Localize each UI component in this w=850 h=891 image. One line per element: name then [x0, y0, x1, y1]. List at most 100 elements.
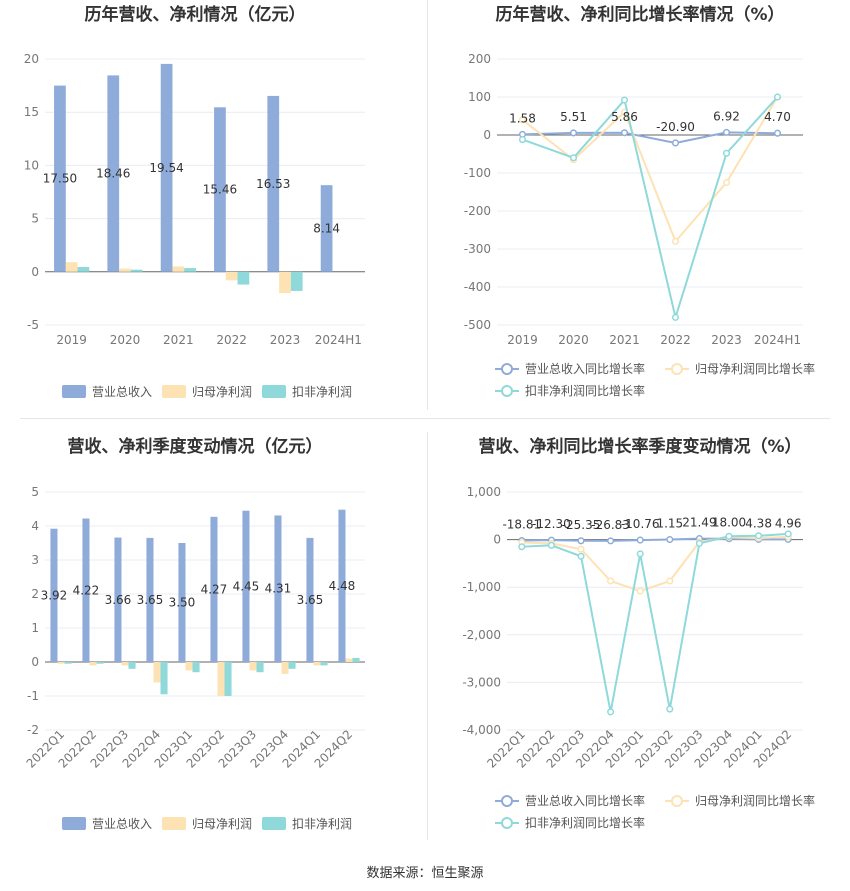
data-label: 15.46	[203, 183, 237, 197]
chart-svg: 历年营收、净利情况（亿元） 20 15 10 5 0 -5 2019 2020 2021 2022 2…	[24, 4, 365, 399]
x-tick-label: 2024H1	[754, 333, 801, 347]
legend-marker	[501, 385, 513, 397]
vertical-divider-lower	[427, 432, 428, 840]
y-tick-label: 4	[31, 519, 39, 533]
data-point	[518, 136, 527, 144]
annual-revenue-profit-chart: 历年营收、净利情况（亿元） 20 15 10 5 0 -5 2019 2020 2021 2022 2…	[0, 0, 425, 430]
legend-swatch	[162, 385, 186, 398]
legend-marker	[671, 363, 683, 375]
data-point	[722, 149, 731, 157]
bar-revenue	[82, 518, 90, 662]
y-tick-label: 15	[24, 105, 39, 119]
bar-deducted-profit	[64, 662, 72, 664]
bar-net-profit	[279, 271, 291, 294]
y-tick-label: 20	[24, 52, 39, 66]
data-point	[547, 541, 555, 549]
bar-revenue	[107, 75, 120, 272]
legend-label: 营业总收入	[92, 385, 152, 399]
bar-net-profit	[153, 662, 161, 683]
legend-marker	[501, 363, 513, 375]
legend-swatch	[162, 817, 186, 830]
y-tick-label: 2	[31, 587, 39, 601]
y-tick-label: 200	[468, 52, 491, 66]
chart-title: 营收、净利季度变动情况（亿元）	[68, 436, 323, 457]
horizontal-divider	[20, 418, 830, 419]
data-point	[577, 537, 585, 545]
y-tick-label: -2	[27, 723, 39, 737]
chart-title: 历年营收、净利情况（亿元）	[85, 4, 306, 25]
bar-net-profit	[65, 262, 78, 272]
data-label: -25.35	[562, 518, 601, 532]
data-point	[569, 154, 578, 162]
bar-net-profit	[249, 662, 257, 671]
bar-net-profit	[345, 658, 353, 662]
data-point	[569, 129, 578, 137]
legend-label: 归母净利润	[192, 385, 252, 399]
data-point	[755, 532, 763, 540]
bar-revenue	[178, 543, 186, 662]
bar-revenue	[160, 63, 173, 272]
data-point	[636, 550, 644, 558]
data-point	[725, 532, 733, 540]
bar-revenue	[242, 510, 250, 662]
y-tick-label: -4,000	[462, 723, 501, 737]
y-tick-label: -300	[464, 242, 491, 256]
data-point	[722, 178, 731, 187]
y-tick-label: 100	[468, 90, 491, 104]
series-line-deducted-profit-growth	[522, 96, 779, 322]
y-tick-label: -2,000	[462, 628, 501, 642]
y-tick-label: 5	[31, 212, 39, 226]
bar-net-profit	[121, 662, 129, 666]
bar-deducted-profit	[290, 271, 303, 291]
x-tick-label: 2023	[270, 333, 301, 347]
y-tick-label: 1	[31, 621, 39, 635]
data-point	[620, 129, 629, 137]
bar-revenue	[320, 185, 333, 272]
data-label: -26.83	[591, 518, 630, 532]
data-point	[671, 139, 680, 147]
bar-deducted-profit	[160, 662, 168, 695]
series-line-deducted-profit-growth	[521, 532, 789, 713]
bar-net-profit	[225, 271, 238, 281]
x-tick-label: 2021	[609, 333, 640, 347]
data-label: 1.15	[656, 517, 683, 531]
data-point	[773, 129, 782, 137]
data-label: 21.49	[682, 516, 716, 530]
data-label: 4.27	[201, 582, 228, 596]
data-label: -20.90	[656, 120, 695, 134]
data-label: 3.50	[169, 596, 196, 610]
y-tick-label: -3,000	[462, 675, 501, 689]
quarterly-growth-rate-chart: 营收、净利同比增长率季度变动情况（%） 1,000 0 -1,000 -2,000 -3,…	[425, 430, 850, 860]
data-label: -10.76	[621, 517, 660, 531]
bar-deducted-profit	[320, 662, 328, 666]
y-tick-label: -500	[464, 318, 491, 332]
data-point	[518, 116, 527, 124]
bar-revenue	[54, 85, 66, 272]
data-label: 17.50	[43, 172, 77, 186]
data-label: 3.66	[105, 593, 132, 607]
bar-deducted-profit	[237, 271, 250, 285]
data-label: 3.65	[137, 593, 164, 607]
x-tick-label: 2024H1	[315, 333, 362, 347]
data-label: 4.38	[745, 516, 772, 530]
x-tick-label: 2021	[163, 333, 194, 347]
data-label: 19.54	[149, 161, 183, 175]
bar-net-profit	[217, 662, 225, 696]
bar-revenue	[50, 528, 58, 662]
legend-marker	[501, 817, 513, 829]
series-line-revenue-growth	[522, 131, 778, 144]
y-tick-label: -5	[27, 318, 39, 332]
data-point	[518, 543, 526, 551]
legend-label: 扣非净利润	[292, 817, 352, 831]
bar-deducted-profit	[288, 662, 296, 669]
data-point	[695, 539, 703, 547]
data-point	[666, 577, 674, 585]
y-tick-label: 0	[31, 655, 39, 669]
data-label: 6.92	[713, 109, 740, 123]
y-tick-label: -1	[27, 689, 39, 703]
legend-label: 扣非净利润同比增长率	[525, 815, 645, 830]
data-point	[577, 552, 585, 560]
y-tick-label: -1,000	[462, 580, 501, 594]
y-tick-label: -200	[464, 204, 491, 218]
legend-swatch	[62, 385, 86, 398]
